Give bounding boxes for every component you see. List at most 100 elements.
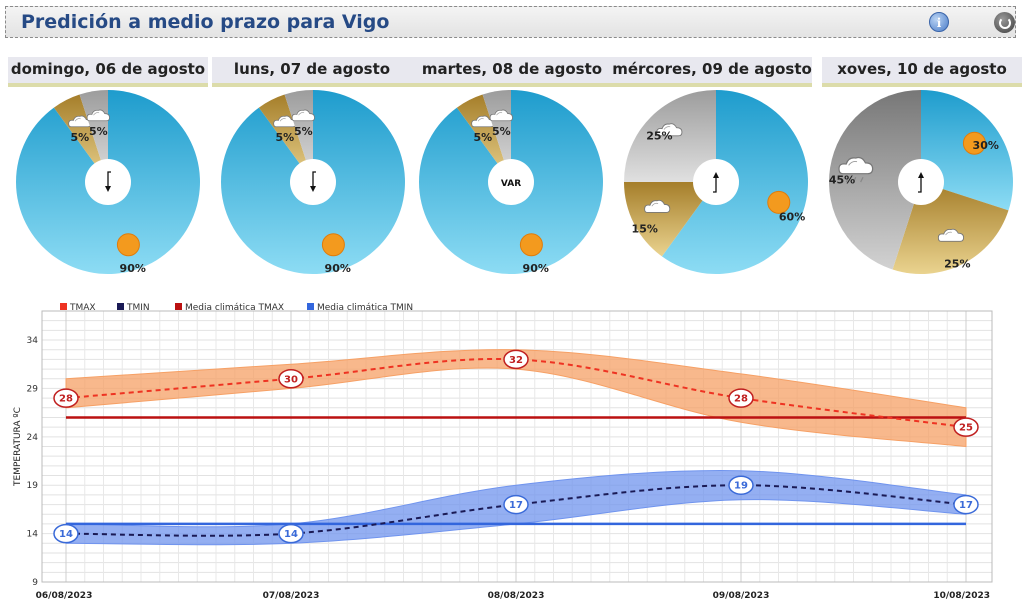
legend-label: Media climática TMIN <box>317 303 413 313</box>
svg-text:17: 17 <box>959 500 973 511</box>
svg-text:28: 28 <box>734 394 748 405</box>
day-header-3: mércores, 09 de agosto <box>612 57 812 87</box>
y-tick-label: 24 <box>27 433 39 443</box>
x-tick-label: 09/08/2023 <box>713 591 770 601</box>
day-label: martes, 08 de agosto <box>421 60 603 78</box>
legend-label: TMAX <box>69 303 96 313</box>
day-label: luns, 07 de agosto <box>233 60 391 78</box>
pie-slice-partly-cloudy <box>892 182 1009 274</box>
day-label: domingo, 06 de agosto <box>10 60 206 78</box>
pie-label: 5% <box>294 125 313 138</box>
pie-label: 5% <box>71 131 90 144</box>
sun-icon <box>767 190 791 214</box>
pie-slice-partly-cloudy <box>624 182 716 257</box>
cloud-icon <box>937 228 965 242</box>
day-label: xoves, 10 de agosto <box>837 60 1007 78</box>
svg-text:19: 19 <box>734 481 748 492</box>
info-icon[interactable]: i <box>929 12 949 32</box>
pie-slice-cloudy-rain <box>829 90 921 270</box>
pie-label: 5% <box>474 131 493 144</box>
rain-cloud-icon <box>838 156 874 183</box>
page-title: Predición a medio prazo para Vigo <box>21 11 390 33</box>
day-header-2: martes, 08 de agosto <box>412 57 612 87</box>
legend-swatch <box>117 303 124 310</box>
cloud-icon <box>291 109 315 122</box>
page-header: Predición a medio prazo para Vigo i <box>5 6 1016 38</box>
day-pie-3: 60% 15% 25% <box>624 90 808 274</box>
x-tick-label: 08/08/2023 <box>488 591 545 601</box>
day-pie-2: 90% 5% 5% VAR <box>418 90 603 275</box>
pie-label: 90% <box>325 262 351 275</box>
svg-text:28: 28 <box>59 394 73 405</box>
forecast-pies: 90%5% 5%90%5% 5%90%5% 5%VAR60%15%25%30%25%4… <box>15 90 1013 275</box>
svg-text:25: 25 <box>959 423 973 434</box>
tmax-marker: 28 <box>728 388 754 408</box>
plot-frame <box>41 310 993 583</box>
tmax-marker: 30 <box>278 369 304 389</box>
svg-text:14: 14 <box>284 529 298 540</box>
tmin-marker: 19 <box>728 475 754 495</box>
pie-label: 30% <box>973 139 999 152</box>
cloud-icon <box>656 123 683 137</box>
pie-slice-partly-cloudy <box>53 94 108 182</box>
x-tick-label: 06/08/2023 <box>36 591 93 601</box>
x-tick-label: 07/08/2023 <box>263 591 320 601</box>
sun-icon <box>962 131 986 155</box>
pie-label: 15% <box>632 222 658 235</box>
wind-center <box>488 159 534 205</box>
tmin-marker: 17 <box>503 494 529 515</box>
temperature-chart: TMAX TMIN Media climática TMAX Media climát… <box>13 303 993 601</box>
day-pie-1: 90% 5% 5% <box>220 90 405 275</box>
legend: TMAX TMIN Media climática TMAX Media climát… <box>60 303 413 313</box>
pie-label: 25% <box>944 257 970 270</box>
svg-text:17: 17 <box>509 500 523 511</box>
svg-text:14: 14 <box>59 529 73 540</box>
y-tick-label: 19 <box>27 481 39 491</box>
svg-text:32: 32 <box>509 355 523 366</box>
day-pie-0: 90% 5% 5% <box>15 90 200 275</box>
day-header-4: xoves, 10 de agosto <box>822 57 1022 87</box>
pie-label: 45% <box>829 173 855 186</box>
legend-swatch <box>60 303 67 310</box>
pie-label: 5% <box>89 125 108 138</box>
tmax-marker: 28 <box>53 388 79 408</box>
pie-label: 90% <box>120 262 146 275</box>
cloud-icon <box>489 109 513 122</box>
sun-icon <box>116 233 140 257</box>
day-header-1: luns, 07 de agosto <box>212 57 412 87</box>
sun-icon <box>519 233 543 257</box>
cloud-icon <box>644 199 671 213</box>
wind-var-label: VAR <box>501 179 521 189</box>
pie-label: 5% <box>492 125 511 138</box>
sun-icon <box>321 233 345 257</box>
wind-arrow-down-icon <box>310 171 316 192</box>
wind-arrow-down-icon <box>105 171 111 192</box>
refresh-icon[interactable] <box>994 12 1015 33</box>
wind-arrow-up-icon <box>918 172 924 193</box>
tmax-marker: 25 <box>953 417 979 437</box>
legend-swatch <box>175 303 182 310</box>
y-tick-label: 29 <box>27 384 39 394</box>
y-tick-label: 9 <box>32 578 38 588</box>
x-tick-label: 10/08/2023 <box>933 591 990 601</box>
legend-label: Media climática TMAX <box>185 303 284 313</box>
legend-swatch <box>307 303 314 310</box>
pie-slice-partly-cloudy <box>258 94 313 182</box>
y-tick-label: 14 <box>27 530 39 540</box>
day-header-0: domingo, 06 de agosto <box>8 57 208 87</box>
tmin-marker: 14 <box>53 523 79 544</box>
y-axis-label: TEMPERATURA ºC <box>13 407 23 487</box>
cloud-icon <box>86 109 110 122</box>
tmin-marker: 14 <box>278 523 304 544</box>
tmax-marker: 32 <box>503 349 529 370</box>
pie-label: 25% <box>646 129 672 142</box>
svg-text:30: 30 <box>284 374 298 385</box>
pie-label: 90% <box>523 262 549 275</box>
wind-arrow-up-icon <box>713 172 719 193</box>
day-label: mércores, 09 de agosto <box>612 60 812 78</box>
day-pie-4: 30% 25% 45% <box>829 90 1013 274</box>
y-tick-label: 34 <box>27 336 39 346</box>
pie-slice-partly-cloudy <box>456 94 511 182</box>
legend-label: TMIN <box>126 303 150 313</box>
tmin-marker: 17 <box>953 494 979 515</box>
